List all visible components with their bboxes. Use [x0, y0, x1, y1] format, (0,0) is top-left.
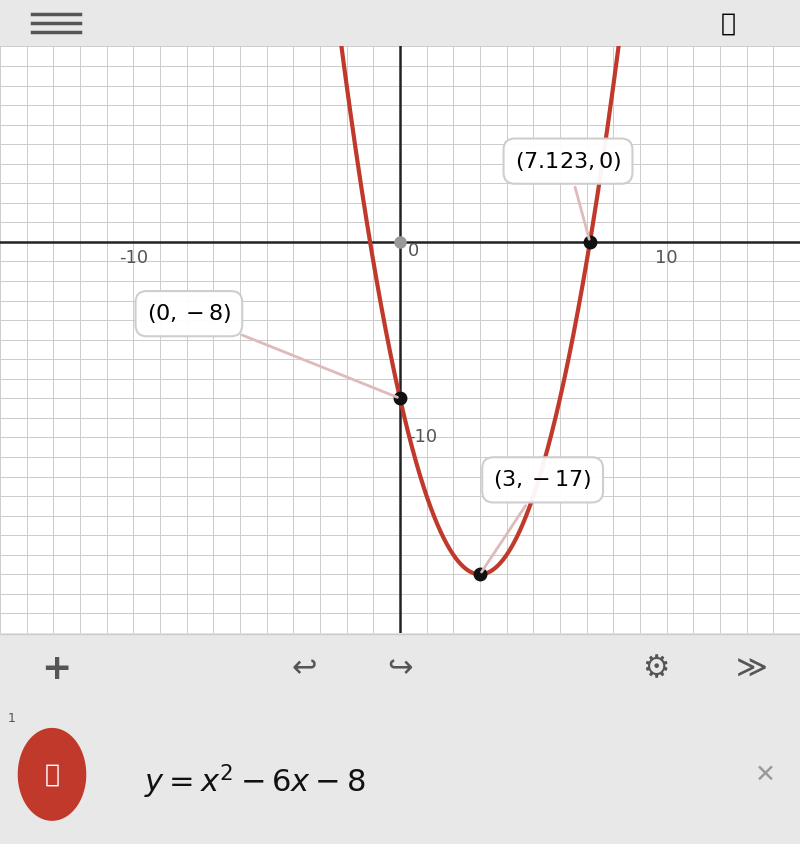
Text: ⚙: ⚙	[642, 654, 670, 684]
Text: +: +	[41, 652, 71, 686]
Polygon shape	[18, 728, 86, 820]
Text: ↪: ↪	[387, 654, 413, 684]
Text: -10: -10	[408, 429, 437, 446]
Text: ✕: ✕	[755, 762, 776, 787]
Text: $(7.123, 0)$: $(7.123, 0)$	[514, 149, 622, 239]
Text: 1: 1	[8, 711, 16, 725]
Text: $(3, -17)$: $(3, -17)$	[482, 468, 592, 572]
Text: 10: 10	[655, 249, 678, 268]
Text: -10: -10	[118, 249, 148, 268]
Text: $(0, -8)$: $(0, -8)$	[146, 302, 398, 398]
Text: 🔧: 🔧	[721, 11, 735, 35]
Text: 〜: 〜	[45, 762, 59, 787]
Text: ≫: ≫	[736, 654, 768, 684]
Text: 0: 0	[408, 242, 419, 260]
Text: ↩: ↩	[291, 654, 317, 684]
Text: $y = x^2 - 6x - 8$: $y = x^2 - 6x - 8$	[144, 762, 366, 801]
